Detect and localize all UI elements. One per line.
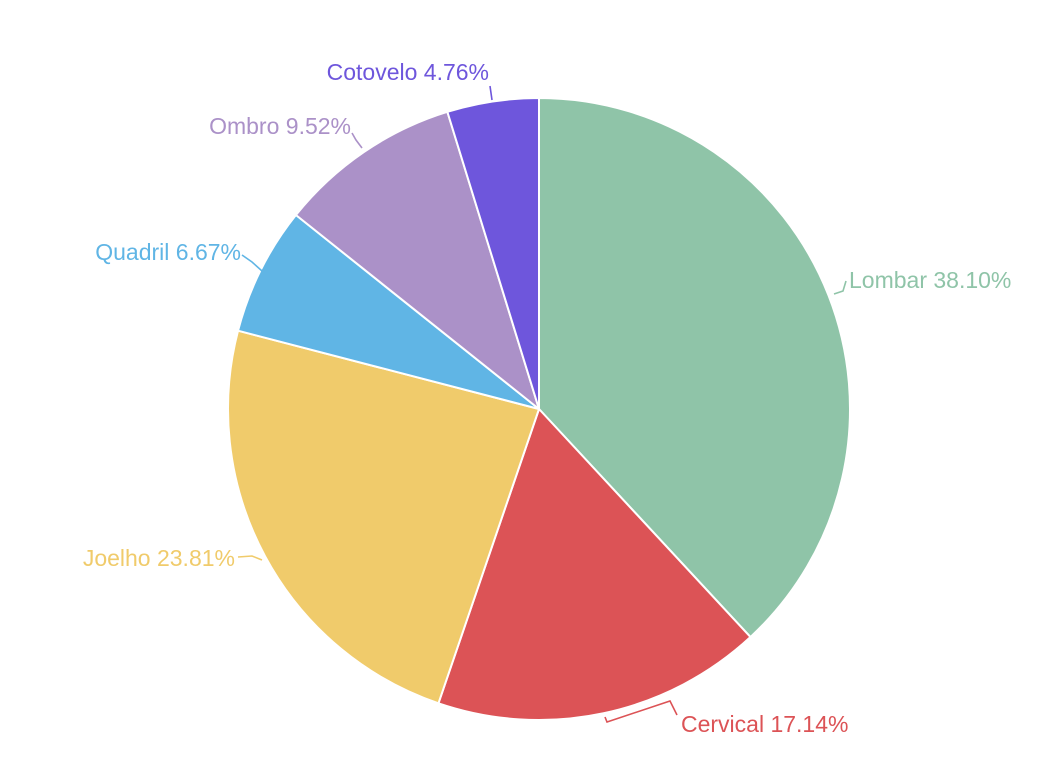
leader-line-joelho bbox=[237, 555, 263, 561]
labels-layer: Lombar 38.10% Cervical 17.14% Joelho 23.81… bbox=[83, 59, 1012, 737]
leader-line-quadril bbox=[241, 254, 263, 272]
pie-slice-cervical bbox=[437, 408, 752, 722]
pie-slice-lombar bbox=[538, 97, 851, 639]
pie-slice-joelho bbox=[227, 329, 540, 705]
slices-layer bbox=[227, 97, 851, 722]
slice-label-cervical: Cervical 17.14% bbox=[681, 711, 848, 737]
leader-line-ombro bbox=[351, 132, 363, 149]
leader-line-cotovelo bbox=[489, 85, 493, 101]
slice-label-joelho: Joelho 23.81% bbox=[83, 545, 235, 571]
slice-label-quadril: Quadril 6.67% bbox=[95, 239, 241, 265]
leader-line-cervical bbox=[604, 700, 678, 723]
leader-line-lombar bbox=[833, 280, 847, 295]
pie-slice-cotovelo bbox=[446, 97, 540, 410]
pie-slice-ombro bbox=[294, 110, 540, 410]
slice-label-ombro: Ombro 9.52% bbox=[209, 113, 351, 139]
slice-label-lombar: Lombar 38.10% bbox=[849, 267, 1011, 293]
leader-lines-layer bbox=[237, 85, 847, 723]
slice-label-cotovelo: Cotovelo 4.76% bbox=[327, 59, 489, 85]
